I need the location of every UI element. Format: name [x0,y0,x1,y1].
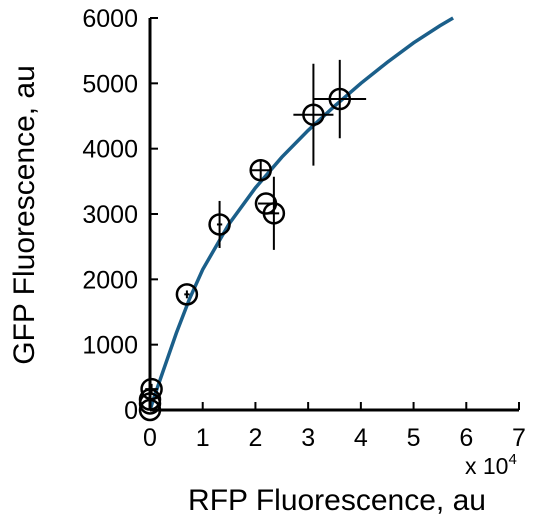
point-marker [262,202,286,225]
data-point [175,283,199,306]
point-marker [175,283,199,306]
data-point [313,59,367,139]
x-tick-label: 1 [196,424,210,452]
y-tick-label: 5000 [82,70,138,98]
data-point [293,63,334,166]
x-tick-label: 3 [301,424,315,452]
y-tick-label: 3000 [82,201,138,229]
y-tick-label: 0 [124,397,138,425]
point-marker [328,87,352,111]
point-marker [140,377,163,401]
data-points-layer [138,59,367,422]
data-point [249,158,272,182]
x-axis-title: RFP Fluorescence, au [188,484,486,517]
y-tick-label: 2000 [82,266,138,294]
x-tick-label: 7 [512,424,526,452]
x-tick-label: 6 [459,424,473,452]
ticks-layer: 0 1 2 3 4 5 6 7 0 1000 2000 3000 4000 5000 6000 [82,5,526,452]
point-marker [302,103,325,126]
fit-curve-layer [148,16,454,411]
x-axis-multiplier: x 104 [465,451,517,479]
y-tick-label: 1000 [82,332,138,360]
y-tick-label: 4000 [82,136,138,164]
data-point [262,176,286,250]
point-marker [249,158,272,182]
point-marker [208,213,231,236]
data-point [208,200,231,248]
x-tick-label: 2 [248,424,262,452]
x-tick-label: 5 [407,424,421,452]
y-axis-title: GFP Fluorescence, au [8,65,41,365]
fit-curve [148,16,454,411]
data-point [140,377,163,401]
x-tick-label: 0 [143,424,157,452]
axes-layer [148,18,519,412]
x-axis-multiplier-exponent: 4 [508,451,516,468]
x-tick-label: 4 [354,424,368,452]
y-tick-label: 6000 [82,5,138,33]
x-axis-multiplier-base: x 10 [465,453,508,479]
